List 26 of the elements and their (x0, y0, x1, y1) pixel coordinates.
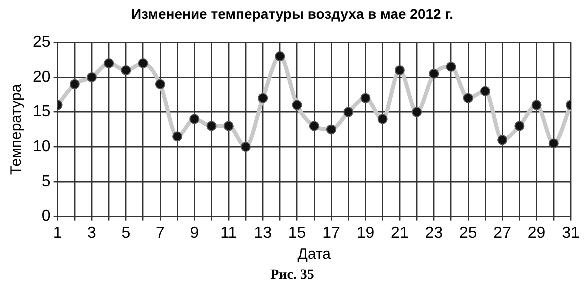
x-tick-label: 9 (190, 224, 200, 242)
x-tick-label: 27 (494, 224, 512, 242)
x-tick-label: 7 (156, 224, 165, 242)
y-tick-label: 0 (42, 208, 51, 226)
x-tick-label: 23 (425, 224, 444, 242)
x-tick-label: 11 (220, 224, 238, 242)
x-tick-label: 15 (288, 224, 306, 242)
x-tick-label: 3 (88, 224, 97, 242)
x-tick-label: 5 (122, 224, 131, 242)
y-tick-label: 25 (33, 34, 51, 52)
x-tick-label: 13 (254, 224, 272, 242)
x-tick-label: 19 (356, 224, 375, 242)
x-tick-label: 17 (322, 224, 341, 242)
chart-title: Изменение температуры воздуха в мае 2012 г. (130, 6, 455, 22)
y-tick-label: 15 (33, 104, 51, 121)
x-axis-title: Дата (298, 246, 332, 264)
x-tick-label: 21 (391, 224, 409, 242)
y-tick-label: 20 (33, 68, 51, 86)
x-tick-label: 31 (562, 224, 580, 242)
text: Рис. 35 (270, 268, 316, 284)
x-tick-label: 25 (459, 224, 478, 242)
y-axis-title: Температура (8, 84, 26, 176)
x-tick-label: 29 (528, 224, 546, 242)
y-tick-label: 10 (33, 138, 51, 156)
y-tick-label: 5 (42, 173, 51, 190)
x-tick-label: 1 (53, 224, 62, 242)
